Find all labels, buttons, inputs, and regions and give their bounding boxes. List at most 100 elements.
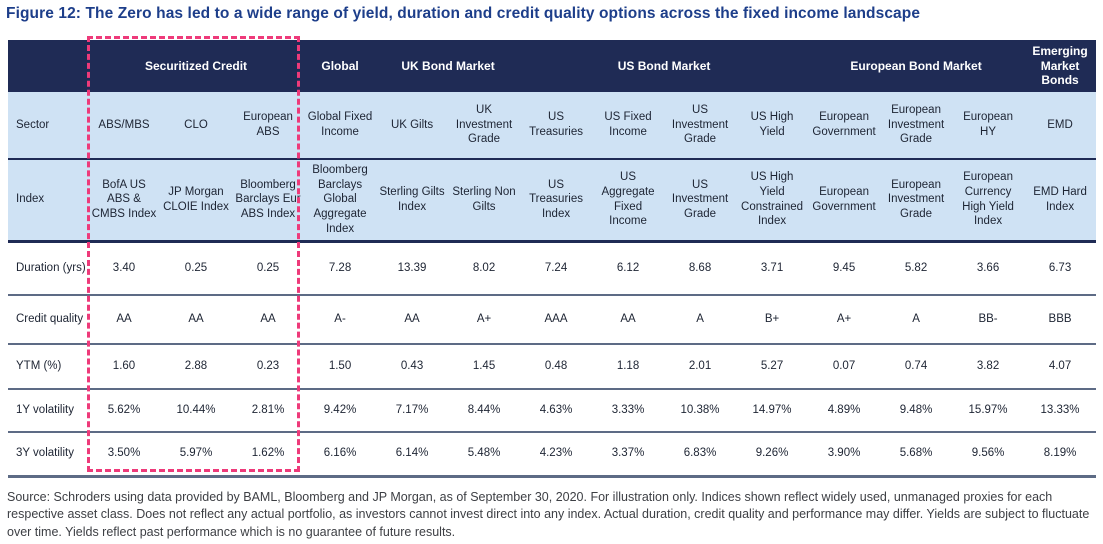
- cell-sector-col12: European HY: [952, 92, 1025, 160]
- cell-3y-volatility-col2: 1.62%: [232, 432, 305, 478]
- cell-index-col7: US Aggregate Fixed Income: [592, 159, 665, 243]
- cell-duration-yrs-col1: 0.25: [160, 241, 232, 296]
- cell-ytm-col2: 0.23: [232, 344, 305, 390]
- row-label-3y-volatility: 3Y volatility: [8, 432, 88, 478]
- cell-duration-yrs-col6: 7.24: [520, 241, 593, 296]
- row-index: Index BofA US ABS & CMBS Index JP Morgan C…: [8, 159, 1097, 243]
- row-duration-yrs: Duration (yrs) 3.40 0.25 0.25 7.28 13.39 8.02 7…: [8, 241, 1097, 296]
- cell-index-col8: US Investment Grade: [664, 159, 737, 243]
- cell-1y-volatility-col0: 5.62%: [88, 389, 160, 433]
- row-label-ytm: YTM (%): [8, 344, 88, 390]
- cell-credit-quality-col5: A+: [448, 295, 521, 345]
- cell-credit-quality-col13: BBB: [1024, 295, 1097, 345]
- cell-ytm-col9: 5.27: [736, 344, 809, 390]
- cell-ytm-col7: 1.18: [592, 344, 665, 390]
- row-label-duration-yrs: Duration (yrs): [8, 241, 88, 296]
- cell-ytm-col5: 1.45: [448, 344, 521, 390]
- cell-sector-col13: EMD: [1024, 92, 1097, 160]
- cell-credit-quality-col8: A: [664, 295, 737, 345]
- column-group-emerging-market-bonds: Emerging Market Bonds: [1024, 40, 1097, 92]
- cell-duration-yrs-col0: 3.40: [88, 241, 160, 296]
- cell-index-col12: European Currency High Yield Index: [952, 159, 1025, 243]
- cell-3y-volatility-col5: 5.48%: [448, 432, 521, 478]
- column-group-uk-bond-market: UK Bond Market: [376, 40, 521, 92]
- row-sector: Sector ABS/MBS CLO European ABS Global Fixed…: [8, 92, 1097, 160]
- cell-credit-quality-col0: AA: [88, 295, 160, 345]
- cell-credit-quality-col4: AA: [376, 295, 449, 345]
- cell-sector-col7: US Fixed Income: [592, 92, 665, 160]
- cell-sector-col11: European Investment Grade: [880, 92, 953, 160]
- row-label-credit-quality: Credit quality: [8, 295, 88, 345]
- column-group-global: Global: [304, 40, 377, 92]
- cell-3y-volatility-col7: 3.37%: [592, 432, 665, 478]
- cell-3y-volatility-col11: 5.68%: [880, 432, 953, 478]
- cell-credit-quality-col3: A-: [304, 295, 377, 345]
- cell-duration-yrs-col9: 3.71: [736, 241, 809, 296]
- cell-duration-yrs-col11: 5.82: [880, 241, 953, 296]
- cell-credit-quality-col7: AA: [592, 295, 665, 345]
- source-note: Source: Schroders using data provided by…: [7, 490, 1090, 539]
- cell-3y-volatility-col10: 3.90%: [808, 432, 881, 478]
- cell-credit-quality-col1: AA: [160, 295, 232, 345]
- row-label-sector: Sector: [8, 92, 88, 160]
- corner-cell: [8, 40, 88, 92]
- column-group-header-row: Securitized Credit Global UK Bond Market US…: [8, 40, 1097, 92]
- cell-duration-yrs-col12: 3.66: [952, 241, 1025, 296]
- cell-1y-volatility-col6: 4.63%: [520, 389, 593, 433]
- cell-index-col6: US Treasuries Index: [520, 159, 593, 243]
- cell-sector-col0: ABS/MBS: [88, 92, 160, 160]
- cell-3y-volatility-col8: 6.83%: [664, 432, 737, 478]
- cell-sector-col10: European Government: [808, 92, 881, 160]
- cell-duration-yrs-col4: 13.39: [376, 241, 449, 296]
- cell-credit-quality-col6: AAA: [520, 295, 593, 345]
- cell-sector-col8: US Investment Grade: [664, 92, 737, 160]
- cell-sector-col5: UK Investment Grade: [448, 92, 521, 160]
- cell-3y-volatility-col1: 5.97%: [160, 432, 232, 478]
- cell-ytm-col12: 3.82: [952, 344, 1025, 390]
- cell-1y-volatility-col9: 14.97%: [736, 389, 809, 433]
- cell-ytm-col10: 0.07: [808, 344, 881, 390]
- cell-sector-col2: European ABS: [232, 92, 305, 160]
- cell-1y-volatility-col7: 3.33%: [592, 389, 665, 433]
- cell-sector-col9: US High Yield: [736, 92, 809, 160]
- cell-ytm-col0: 1.60: [88, 344, 160, 390]
- cell-index-col10: European Government: [808, 159, 881, 243]
- cell-sector-col3: Global Fixed Income: [304, 92, 377, 160]
- row-1y-volatility: 1Y volatility 5.62% 10.44% 2.81% 9.42% 7.17% 8…: [8, 389, 1097, 433]
- cell-duration-yrs-col7: 6.12: [592, 241, 665, 296]
- column-group-us-bond-market: US Bond Market: [520, 40, 809, 92]
- cell-1y-volatility-col11: 9.48%: [880, 389, 953, 433]
- cell-index-col3: Bloomberg Barclays Global Aggregate Inde…: [304, 159, 377, 243]
- cell-1y-volatility-col12: 15.97%: [952, 389, 1025, 433]
- cell-credit-quality-col2: AA: [232, 295, 305, 345]
- cell-duration-yrs-col8: 8.68: [664, 241, 737, 296]
- cell-sector-col4: UK Gilts: [376, 92, 449, 160]
- cell-duration-yrs-col5: 8.02: [448, 241, 521, 296]
- cell-index-col2: Bloomberg Barclays Eur ABS Index: [232, 159, 305, 243]
- cell-1y-volatility-col5: 8.44%: [448, 389, 521, 433]
- column-group-securitized-credit: Securitized Credit: [88, 40, 305, 92]
- cell-ytm-col13: 4.07: [1024, 344, 1097, 390]
- cell-ytm-col1: 2.88: [160, 344, 232, 390]
- cell-sector-col1: CLO: [160, 92, 232, 160]
- cell-duration-yrs-col3: 7.28: [304, 241, 377, 296]
- cell-ytm-col4: 0.43: [376, 344, 449, 390]
- cell-index-col5: Sterling Non Gilts: [448, 159, 521, 243]
- cell-index-col0: BofA US ABS & CMBS Index: [88, 159, 160, 243]
- cell-1y-volatility-col3: 9.42%: [304, 389, 377, 433]
- cell-ytm-col11: 0.74: [880, 344, 953, 390]
- cell-ytm-col8: 2.01: [664, 344, 737, 390]
- row-ytm: YTM (%) 1.60 2.88 0.23 1.50 0.43 1.45 0.48 1.18 2…: [8, 344, 1097, 390]
- cell-1y-volatility-col4: 7.17%: [376, 389, 449, 433]
- cell-index-col9: US High Yield Constrained Index: [736, 159, 809, 243]
- cell-3y-volatility-col6: 4.23%: [520, 432, 593, 478]
- cell-3y-volatility-col4: 6.14%: [376, 432, 449, 478]
- column-group-european-bond-market: European Bond Market: [808, 40, 1025, 92]
- cell-index-col13: EMD Hard Index: [1024, 159, 1097, 243]
- row-3y-volatility: 3Y volatility 3.50% 5.97% 1.62% 6.16% 6.14% 5.…: [8, 432, 1097, 478]
- row-credit-quality: Credit quality AA AA AA A- AA A+ AAA AA A B+ A+ A BB-…: [8, 295, 1097, 345]
- cell-credit-quality-col11: A: [880, 295, 953, 345]
- cell-index-col4: Sterling Gilts Index: [376, 159, 449, 243]
- figure-title: Figure 12: The Zero has led to a wide ra…: [6, 5, 921, 22]
